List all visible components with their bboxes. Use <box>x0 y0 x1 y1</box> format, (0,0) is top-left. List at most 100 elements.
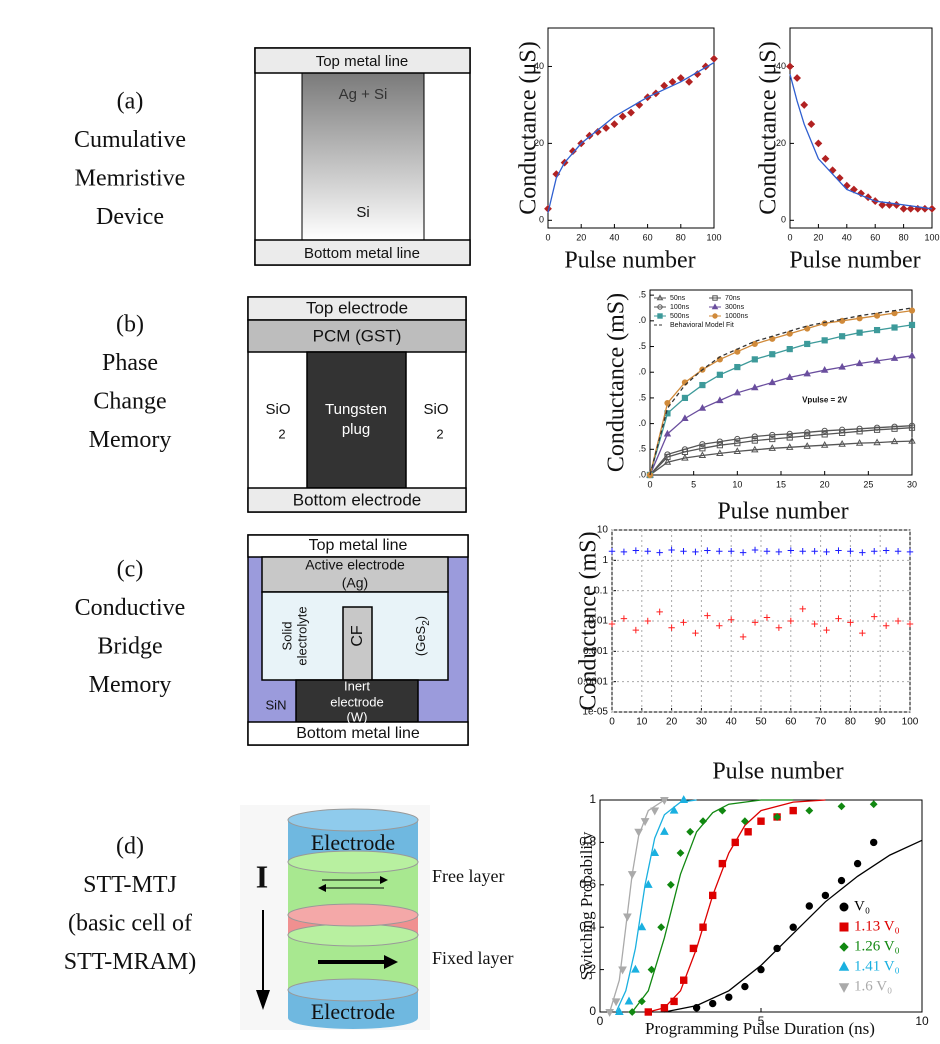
y-tick-label: .0 <box>638 367 646 377</box>
label: Tungsten <box>325 401 387 418</box>
marker <box>908 422 916 429</box>
marker <box>821 154 830 163</box>
filament <box>342 606 373 681</box>
marker <box>728 616 735 623</box>
x-tick-label: 20 <box>666 717 678 728</box>
y-tick-label: .5 <box>638 290 646 300</box>
marker <box>634 828 644 837</box>
plot-area <box>649 289 913 476</box>
marker <box>751 546 759 554</box>
marker <box>640 818 650 827</box>
marker <box>663 429 672 437</box>
marker <box>692 548 699 556</box>
marker <box>699 923 707 931</box>
legend-swatch <box>711 303 719 310</box>
marker <box>856 329 863 336</box>
marker <box>699 381 706 389</box>
fit-line <box>664 839 923 1013</box>
marker <box>650 848 660 857</box>
ag-si-layer <box>301 72 425 241</box>
marker <box>775 624 783 631</box>
marker <box>656 608 663 616</box>
marker <box>744 828 752 836</box>
marker <box>873 356 881 364</box>
marker <box>906 204 915 213</box>
active-electrode <box>261 556 449 593</box>
marker <box>716 622 723 629</box>
marker <box>680 548 687 555</box>
marker <box>757 965 765 974</box>
marker <box>804 325 811 332</box>
legend-swatch <box>839 902 849 912</box>
marker <box>685 77 694 86</box>
marker <box>608 620 616 628</box>
y-axis-label: Conductance (μS) <box>516 41 542 214</box>
legend-label: 1000ns <box>725 313 748 320</box>
legend-label: 100ns <box>670 304 690 311</box>
layer-edge <box>287 978 419 1002</box>
marker <box>664 399 671 407</box>
legend-swatch <box>839 942 849 952</box>
marker <box>614 1007 624 1016</box>
marker <box>751 356 758 363</box>
label: Top metal line <box>316 53 409 70</box>
y-tick-label: 1e-05 <box>582 707 608 718</box>
layer-edge <box>287 923 419 947</box>
device-b: Top electrode PCM (GST) Tungsten plug Si… <box>247 296 467 513</box>
x-tick-label: 80 <box>845 717 857 728</box>
marker <box>906 620 914 628</box>
bottom-line <box>247 721 469 746</box>
marker <box>670 997 678 1006</box>
marker <box>605 1008 615 1017</box>
marker <box>710 54 718 63</box>
x-axis-label: Pulse number <box>789 248 920 274</box>
x-tick-label: 60 <box>870 232 880 242</box>
legend-swatch <box>712 295 718 301</box>
marker <box>644 548 651 555</box>
marker <box>871 548 878 555</box>
marker <box>908 424 916 431</box>
legend-label: Behavioral Model Fit <box>670 322 734 329</box>
x-tick-label: 15 <box>776 479 786 489</box>
y-tick-label: .5 <box>638 392 646 402</box>
marker <box>628 1008 637 1016</box>
marker <box>701 62 710 71</box>
marker <box>627 871 637 880</box>
marker <box>789 806 797 815</box>
marker <box>823 626 830 634</box>
marker <box>632 626 640 634</box>
marker <box>786 330 793 337</box>
marker <box>716 548 723 555</box>
row-label: (basic cell of <box>68 911 192 937</box>
marker <box>847 619 854 626</box>
y-tick-label: 0.01 <box>589 616 609 627</box>
marker <box>882 622 890 629</box>
y-tick-label: 0 <box>781 215 786 225</box>
marker <box>663 457 672 465</box>
x-tick-label: 40 <box>842 232 852 242</box>
marker <box>773 813 782 821</box>
marker <box>890 437 899 445</box>
marker <box>716 371 723 378</box>
label: (GeS <box>413 625 428 656</box>
marker <box>811 548 818 555</box>
x-tick-label: 25 <box>863 479 873 489</box>
marker <box>632 547 640 554</box>
marker <box>773 944 781 953</box>
row-label: (d) <box>116 834 144 860</box>
legend-label: V₀ <box>854 898 870 914</box>
marker <box>799 605 806 613</box>
y-tick-label: 1 <box>602 555 608 566</box>
marker <box>837 802 846 811</box>
marker <box>821 891 830 900</box>
marker <box>855 359 864 367</box>
y-tick-label: 40 <box>776 61 786 71</box>
x-tick-label: 100 <box>706 232 721 242</box>
marker <box>740 817 749 826</box>
marker <box>870 838 878 847</box>
x-tick-label: 70 <box>815 717 827 728</box>
marker <box>734 348 741 355</box>
legend-swatch <box>657 304 663 310</box>
marker <box>800 101 809 109</box>
